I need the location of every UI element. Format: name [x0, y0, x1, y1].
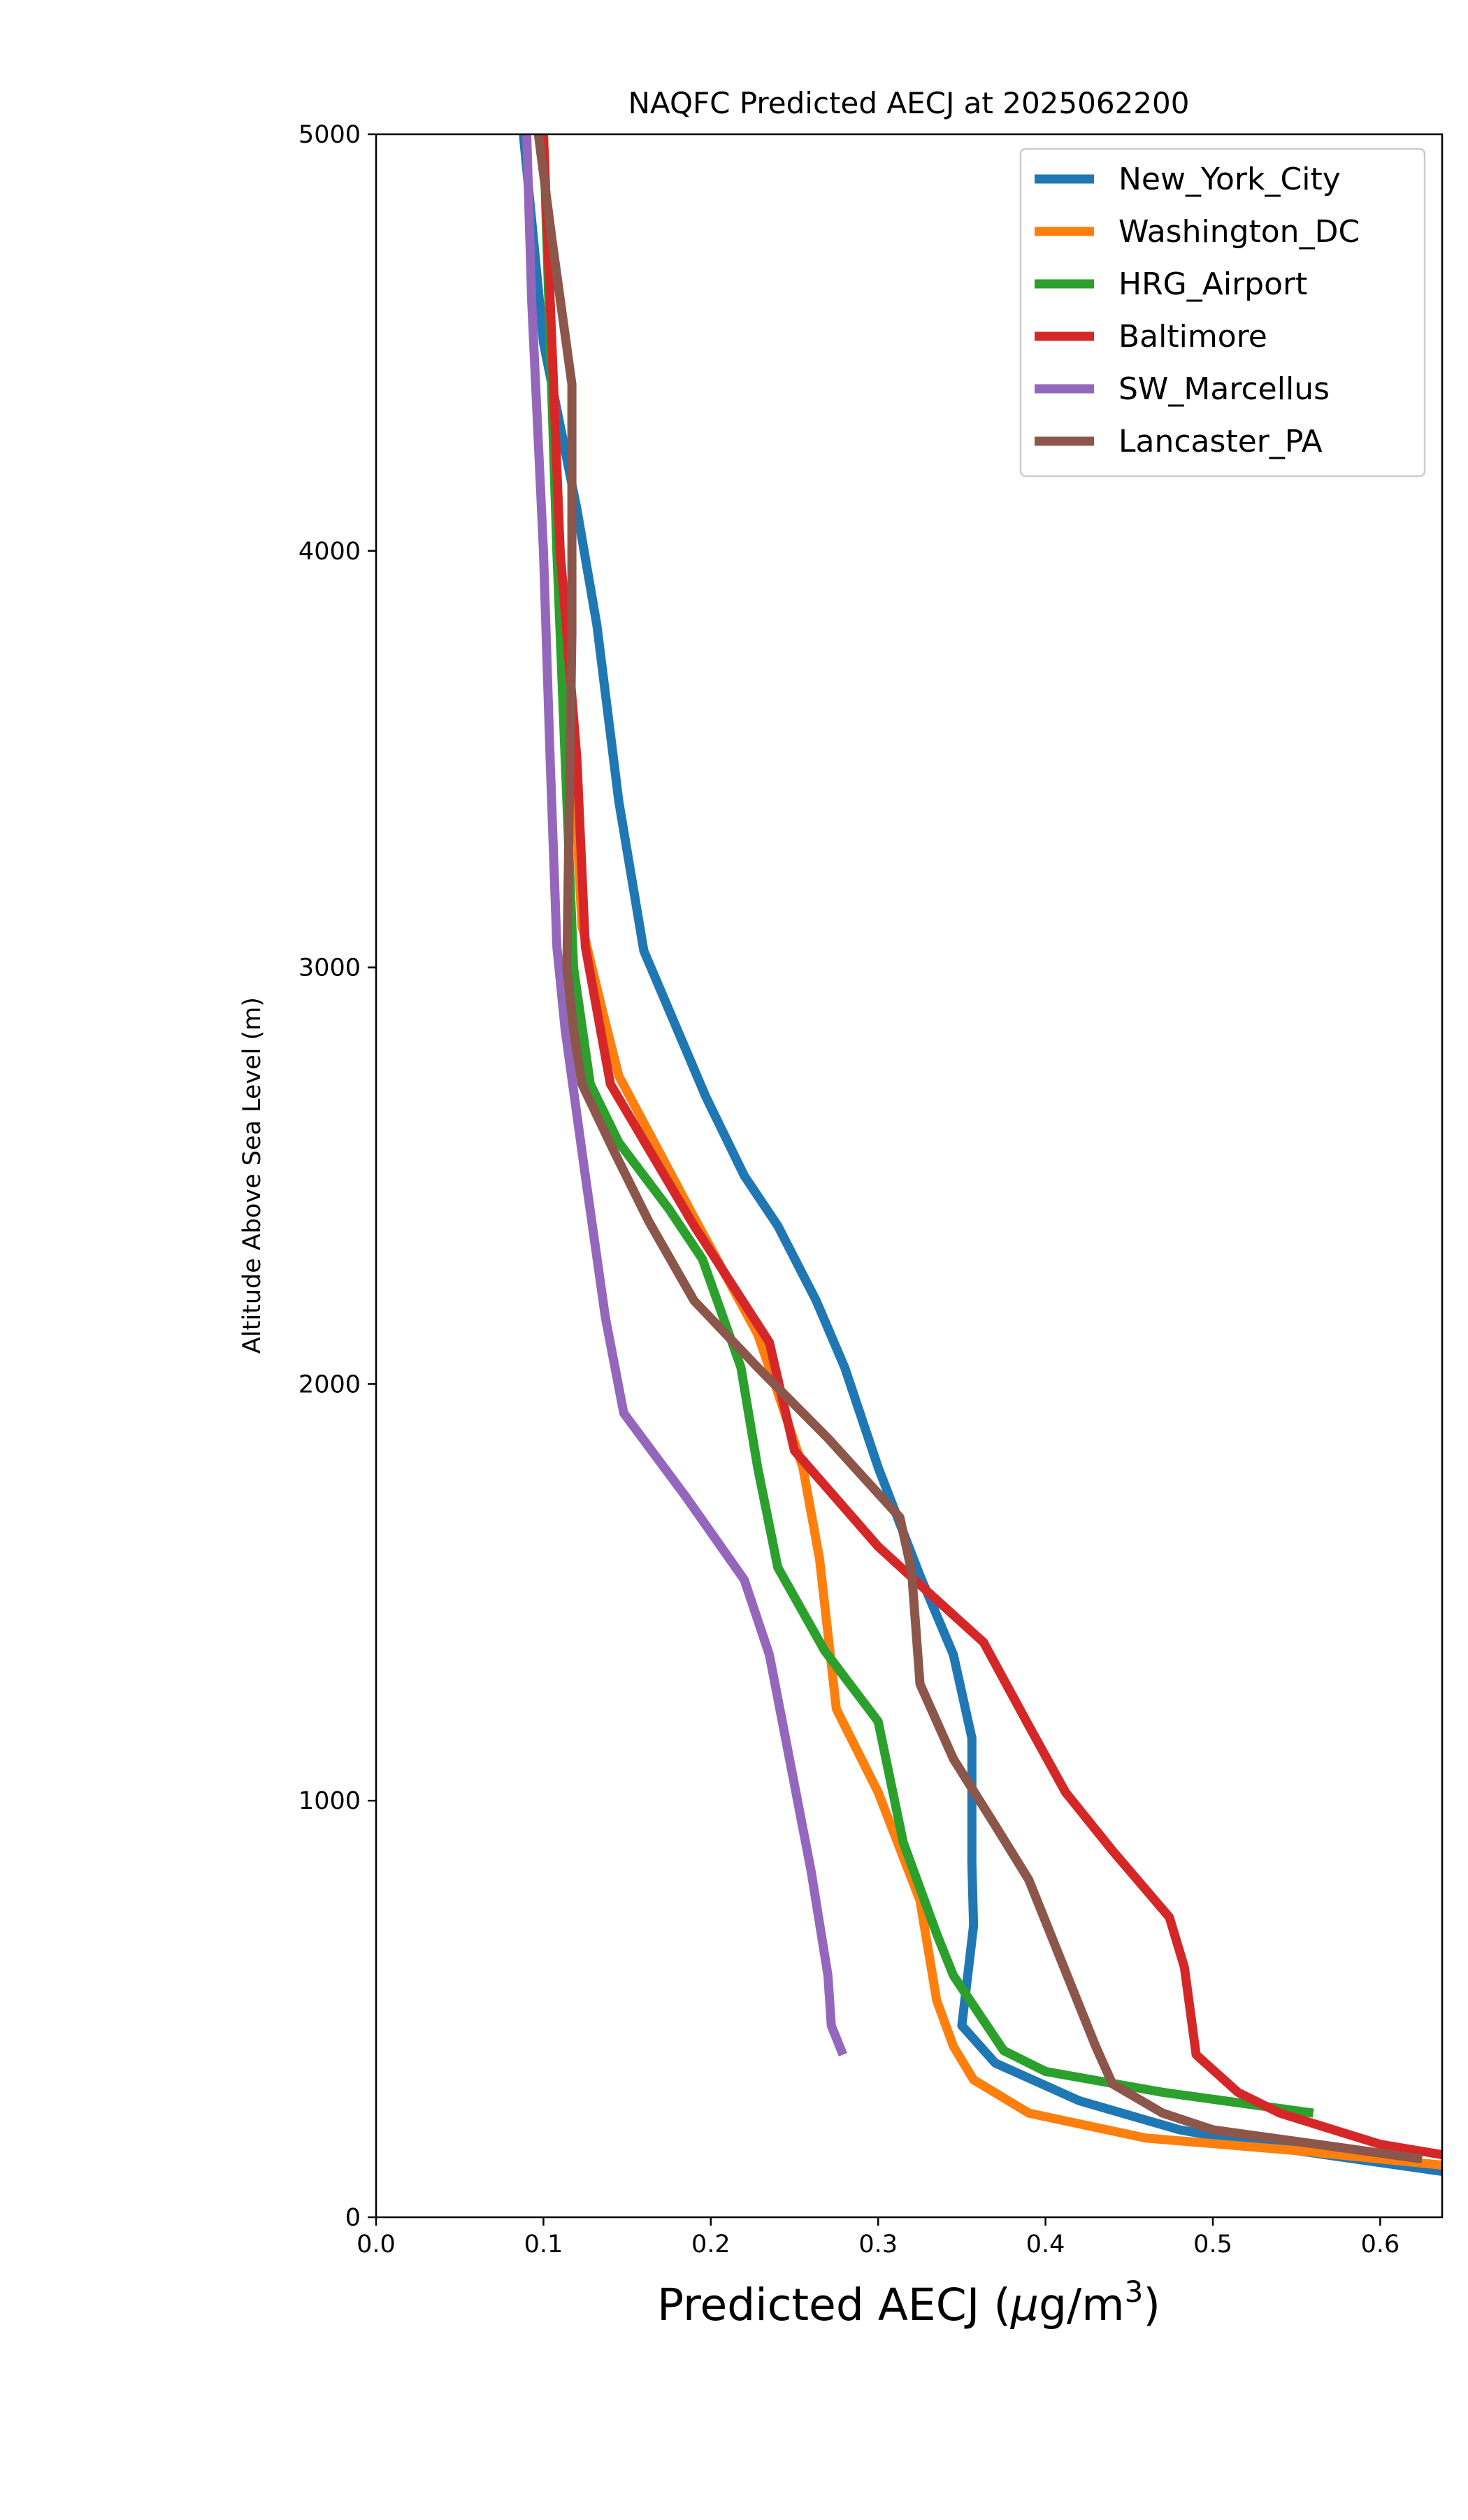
- series-layer: [519, 134, 1442, 2176]
- legend-label-hrg-airport: HRG_Airport: [1118, 266, 1307, 302]
- x-tick-label: 0.3: [858, 2231, 898, 2258]
- legend-frame: [1019, 148, 1426, 478]
- x-axis-label-mu: μ: [1010, 2279, 1039, 2331]
- y-tick-label: 3000: [298, 954, 361, 982]
- x-axis-label-main: Predicted AECJ (: [657, 2279, 1011, 2331]
- x-axis-label-unit: g/m: [1039, 2279, 1125, 2331]
- y-axis-ticks: 0 1000 2000 3000 4000 5000: [298, 121, 376, 2232]
- series-line-new-york-city: [519, 134, 1442, 2176]
- legend: New_York_City Washington_DC HRG_Airport Bal…: [1019, 148, 1426, 478]
- x-axis-ticks: 0.0 0.1 0.2 0.3 0.4 0.5 0.6: [357, 2217, 1399, 2258]
- y-tick-label: 4000: [298, 538, 361, 566]
- x-axis-label-superscript: 3: [1125, 2275, 1144, 2309]
- legend-label-washington-dc: Washington_DC: [1118, 214, 1360, 250]
- y-tick-label: 0: [345, 2204, 361, 2232]
- x-tick-label: 0.5: [1193, 2231, 1232, 2258]
- legend-label-lancaster-pa: Lancaster_PA: [1118, 424, 1323, 459]
- x-tick-label: 0.4: [1026, 2231, 1065, 2258]
- y-tick-label: 1000: [298, 1787, 361, 1815]
- x-tick-label: 0.2: [691, 2231, 731, 2258]
- x-tick-label: 0.6: [1361, 2231, 1400, 2258]
- legend-label-baltimore: Baltimore: [1118, 319, 1267, 355]
- x-axis-label-close: ): [1143, 2279, 1160, 2331]
- x-axis-label: Predicted AECJ (μg/m3): [657, 2275, 1160, 2331]
- series-line-sw-marcellus: [522, 134, 847, 2057]
- y-axis-label: Altitude Above Sea Level (m): [238, 997, 266, 1354]
- y-tick-label: 5000: [298, 121, 361, 149]
- axes-frame: [375, 133, 1444, 2219]
- y-tick-label: 2000: [298, 1370, 361, 1398]
- legend-label-new-york-city: New_York_City: [1118, 162, 1341, 197]
- series-line-baltimore: [538, 134, 1442, 2160]
- chart-title: NAQFC Predicted AECJ at 2025062200: [628, 86, 1190, 120]
- series-line-lancaster-pa: [533, 134, 1423, 2164]
- x-tick-label: 0.1: [524, 2231, 563, 2258]
- legend-label-sw-marcellus: SW_Marcellus: [1118, 371, 1330, 407]
- x-tick-label: 0.0: [357, 2231, 396, 2258]
